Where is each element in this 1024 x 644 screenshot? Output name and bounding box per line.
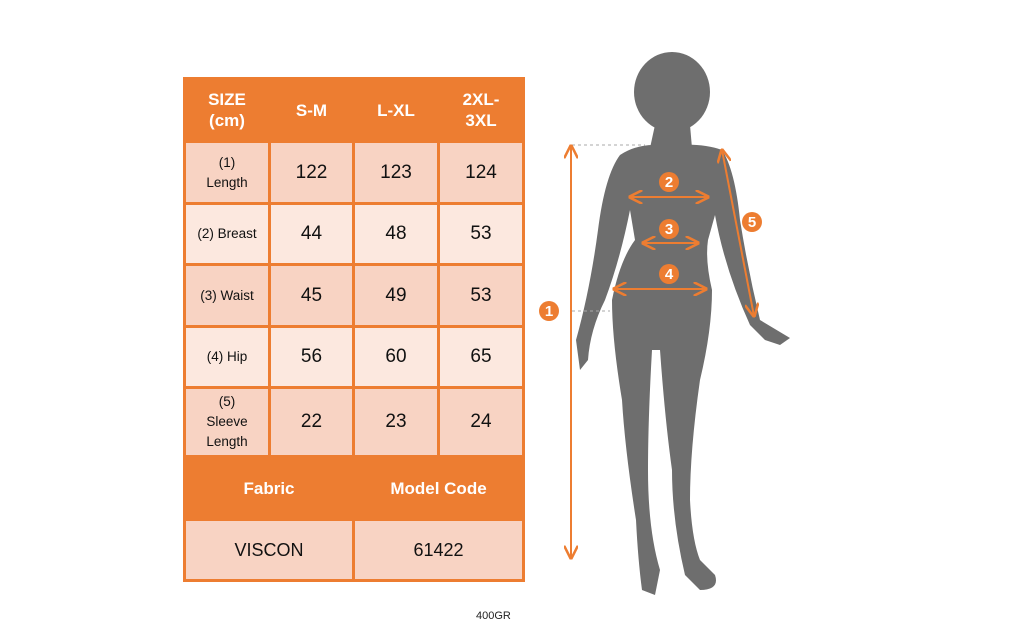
- silhouette-icon: [576, 52, 790, 595]
- row-label: (1) Length: [183, 140, 271, 205]
- table-row: (2) Breast 44 48 53: [183, 202, 525, 266]
- cell: 65: [437, 325, 525, 389]
- model-code-header: Model Code: [352, 455, 525, 521]
- footer-value-row: VISCON 61422: [183, 518, 525, 582]
- table-row: (3) Waist 45 49 53: [183, 263, 525, 328]
- marker-3: 3: [665, 221, 673, 238]
- cell: 124: [437, 140, 525, 205]
- cell: 48: [352, 202, 440, 266]
- table-row: (5) Sleeve Length 22 23 24: [183, 386, 525, 458]
- cell: 56: [268, 325, 355, 389]
- body-silhouette-figure: 1 2 3 4 5: [539, 52, 790, 595]
- cell: 53: [437, 202, 525, 266]
- cell: 24: [437, 386, 525, 458]
- cell: 44: [268, 202, 355, 266]
- marker-4: 4: [665, 266, 674, 283]
- header-size: SIZE (cm): [183, 77, 271, 143]
- cell: 23: [352, 386, 440, 458]
- marker-1: 1: [545, 303, 553, 320]
- fabric-header: Fabric: [183, 455, 355, 521]
- marker-2: 2: [665, 174, 673, 191]
- cell: 53: [437, 263, 525, 328]
- table-row: (4) Hip 56 60 65: [183, 325, 525, 389]
- row-label: (2) Breast: [183, 202, 271, 266]
- cell: 49: [352, 263, 440, 328]
- cell: 60: [352, 325, 440, 389]
- header-s-m: S-M: [268, 77, 355, 143]
- footer-header-row: Fabric Model Code: [183, 455, 525, 521]
- row-label: (3) Waist: [183, 263, 271, 328]
- header-2xl-3xl: 2XL-3XL: [437, 77, 525, 143]
- caption: 400GR: [476, 610, 511, 622]
- row-label: (4) Hip: [183, 325, 271, 389]
- model-code-value: 61422: [352, 518, 525, 582]
- fabric-value: VISCON: [183, 518, 355, 582]
- header-row: SIZE (cm) S-M L-XL 2XL-3XL: [183, 77, 525, 143]
- header-l-xl: L-XL: [352, 77, 440, 143]
- sleeve-arrow: [722, 150, 754, 316]
- cell: 45: [268, 263, 355, 328]
- marker-5: 5: [748, 214, 756, 231]
- row-label: (5) Sleeve Length: [183, 386, 271, 458]
- table-row: (1) Length 122 123 124: [183, 140, 525, 205]
- cell: 123: [352, 140, 440, 205]
- cell: 122: [268, 140, 355, 205]
- cell: 22: [268, 386, 355, 458]
- size-chart-table: SIZE (cm) S-M L-XL 2XL-3XL (1) Length 12…: [183, 77, 525, 582]
